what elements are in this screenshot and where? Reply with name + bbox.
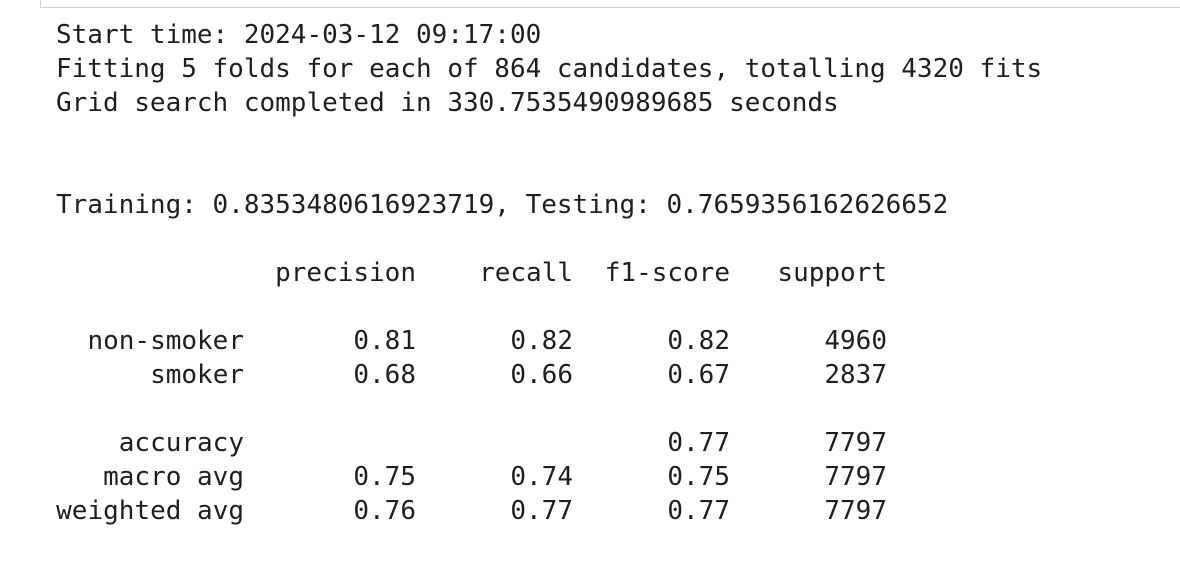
row-label: smoker bbox=[150, 360, 244, 390]
row-precision: 0.81 bbox=[353, 326, 416, 356]
spacer bbox=[56, 154, 1042, 188]
report-row-weighted-avg: weighted avg 0.76 0.77 0.77 7797 bbox=[56, 494, 1042, 528]
spacer bbox=[56, 290, 1042, 324]
row-support: 7797 bbox=[824, 428, 887, 458]
header-support: support bbox=[777, 258, 887, 288]
report-row-macro-avg: macro avg 0.75 0.74 0.75 7797 bbox=[56, 460, 1042, 494]
row-precision: 0.76 bbox=[353, 496, 416, 526]
report-row-non-smoker: non-smoker 0.81 0.82 0.82 4960 bbox=[56, 324, 1042, 358]
row-recall: 0.77 bbox=[510, 496, 573, 526]
row-f1-score: 0.77 bbox=[667, 496, 730, 526]
row-f1-score: 0.82 bbox=[667, 326, 730, 356]
row-recall: 0.66 bbox=[510, 360, 573, 390]
row-label: macro avg bbox=[103, 462, 244, 492]
row-support: 7797 bbox=[824, 496, 887, 526]
spacer bbox=[56, 222, 1042, 256]
header-recall: recall bbox=[479, 258, 573, 288]
report-header-row: precision recall f1-score support bbox=[56, 256, 1042, 290]
fitting-line: Fitting 5 folds for each of 864 candidat… bbox=[56, 54, 1043, 84]
row-label: weighted avg bbox=[56, 496, 244, 526]
cell-output: Start time: 2024-03-12 09:17:00 Fitting … bbox=[56, 18, 1042, 528]
grid-search-line: Grid search completed in 330.75354909896… bbox=[56, 88, 839, 118]
spacer bbox=[56, 392, 1042, 426]
row-support: 2837 bbox=[824, 360, 887, 390]
output-cell-border bbox=[40, 0, 1180, 8]
row-f1-score: 0.77 bbox=[667, 428, 730, 458]
row-f1-score: 0.75 bbox=[667, 462, 730, 492]
row-precision bbox=[244, 426, 416, 460]
row-support: 4960 bbox=[824, 326, 887, 356]
header-f1-score: f1-score bbox=[604, 258, 730, 288]
row-f1-score: 0.67 bbox=[667, 360, 730, 390]
start-time-line: Start time: 2024-03-12 09:17:00 bbox=[56, 20, 542, 50]
report-row-accuracy: accuracy 0.77 7797 bbox=[56, 426, 1042, 460]
scores-line: Training: 0.8353480616923719, Testing: 0… bbox=[56, 190, 949, 220]
header-blank bbox=[56, 256, 244, 290]
row-recall bbox=[416, 426, 573, 460]
header-precision: precision bbox=[275, 258, 416, 288]
row-label: accuracy bbox=[118, 428, 244, 458]
row-label: non-smoker bbox=[87, 326, 244, 356]
report-row-smoker: smoker 0.68 0.66 0.67 2837 bbox=[56, 358, 1042, 392]
row-precision: 0.68 bbox=[353, 360, 416, 390]
row-support: 7797 bbox=[824, 462, 887, 492]
row-recall: 0.74 bbox=[510, 462, 573, 492]
spacer bbox=[56, 120, 1042, 154]
row-precision: 0.75 bbox=[353, 462, 416, 492]
row-recall: 0.82 bbox=[510, 326, 573, 356]
